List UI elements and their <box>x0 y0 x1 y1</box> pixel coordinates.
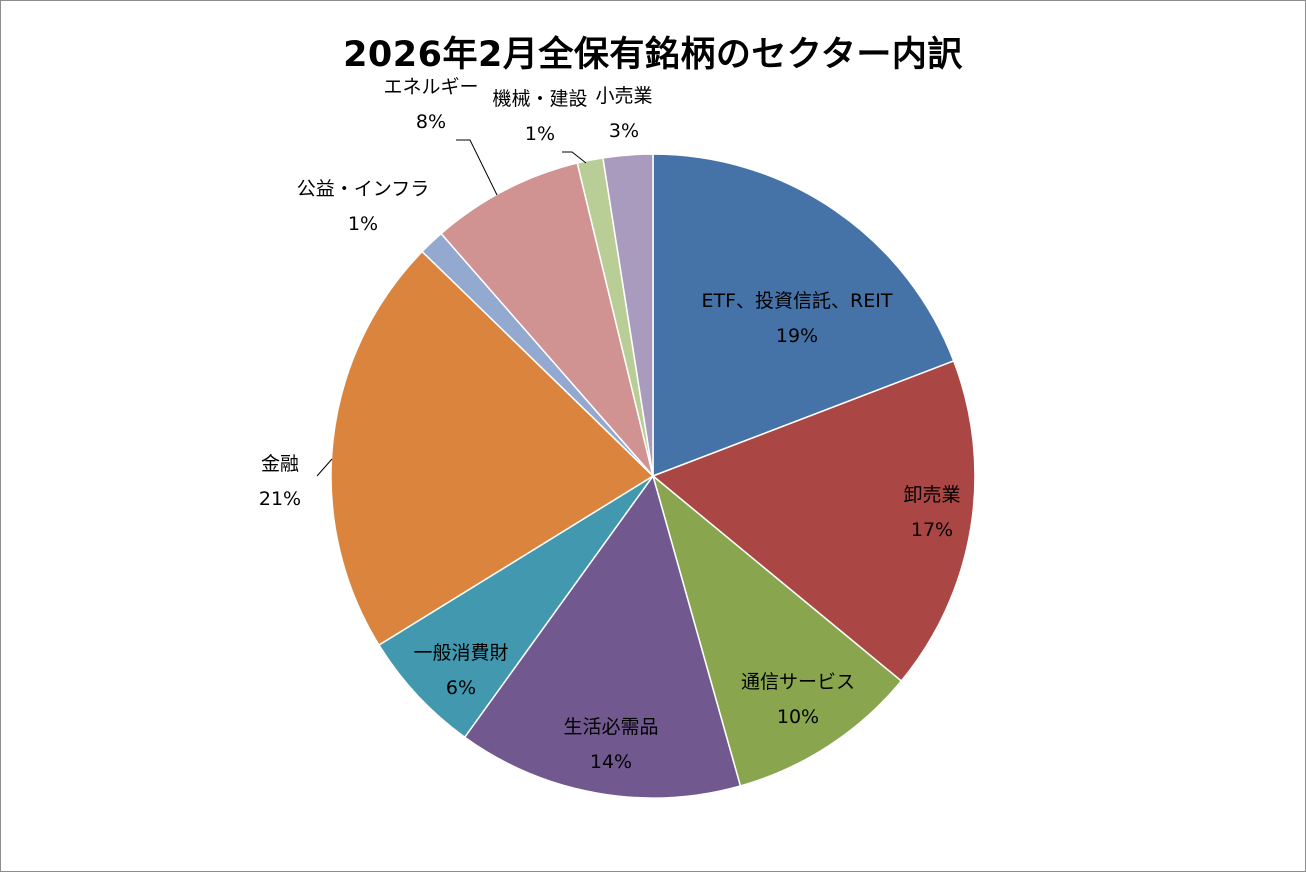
slice-percent-label: 3% <box>609 120 639 142</box>
slice-percent-label: 6% <box>446 677 476 699</box>
pie-slice <box>463 474 742 799</box>
slice-percent-label: 1% <box>525 123 555 145</box>
pie-slice <box>651 359 976 683</box>
slice-label: 機械・建設 <box>492 88 587 110</box>
slice-percent-label: 19% <box>776 325 818 347</box>
slice-percent-label: 21% <box>259 488 301 510</box>
slice-percent-label: 17% <box>911 519 953 541</box>
slice-label: 金融 <box>261 453 299 475</box>
slice-label: 通信サービス <box>741 671 855 693</box>
pie-slice <box>652 153 955 478</box>
slice-percent-label: 14% <box>590 751 632 773</box>
slice-percent-label: 1% <box>348 213 378 235</box>
chart-title: 2026年2月全保有銘柄のセクター内訳 <box>343 35 963 75</box>
slice-label: 生活必需品 <box>563 716 658 738</box>
pie-slice <box>330 250 655 647</box>
slice-label: エネルギー <box>383 76 478 98</box>
leader-line <box>316 458 333 477</box>
slice-label: ETF、投資信託、REIT <box>702 290 893 312</box>
slice-label: 一般消費財 <box>413 642 508 664</box>
pie-slice <box>651 473 903 787</box>
slice-label: 公益・インフラ <box>297 178 429 200</box>
slice-percent-label: 8% <box>416 111 446 133</box>
pie-slice <box>377 475 654 739</box>
pie-slice <box>602 153 654 477</box>
slice-label: 卸売業 <box>903 484 960 506</box>
leader-line <box>456 139 498 196</box>
leader-line <box>562 151 587 164</box>
slice-label: 小売業 <box>595 85 652 107</box>
slice-percent-label: 10% <box>777 706 819 728</box>
pie-slice <box>440 162 654 477</box>
